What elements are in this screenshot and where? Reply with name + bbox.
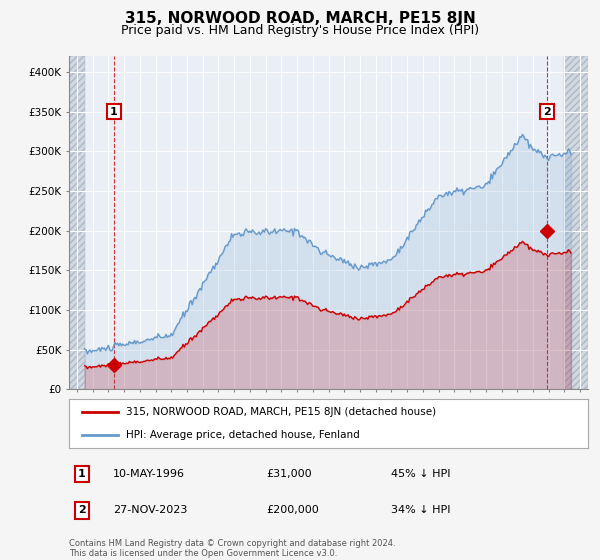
Text: 1: 1 [78, 469, 86, 479]
Text: 27-NOV-2023: 27-NOV-2023 [113, 506, 187, 515]
Bar [565, 56, 588, 389]
Text: 45% ↓ HPI: 45% ↓ HPI [391, 469, 450, 479]
Text: 315, NORWOOD ROAD, MARCH, PE15 8JN (detached house): 315, NORWOOD ROAD, MARCH, PE15 8JN (deta… [126, 407, 436, 417]
Text: 2: 2 [543, 106, 551, 116]
Text: 2: 2 [78, 506, 86, 515]
Text: 1: 1 [110, 106, 118, 116]
Text: Contains HM Land Registry data © Crown copyright and database right 2024.
This d: Contains HM Land Registry data © Crown c… [69, 539, 395, 558]
Text: £31,000: £31,000 [266, 469, 312, 479]
Text: Price paid vs. HM Land Registry's House Price Index (HPI): Price paid vs. HM Land Registry's House … [121, 24, 479, 36]
Bar [69, 56, 85, 389]
Text: 34% ↓ HPI: 34% ↓ HPI [391, 506, 450, 515]
Text: HPI: Average price, detached house, Fenland: HPI: Average price, detached house, Fenl… [126, 430, 360, 440]
Text: 315, NORWOOD ROAD, MARCH, PE15 8JN: 315, NORWOOD ROAD, MARCH, PE15 8JN [125, 11, 475, 26]
Text: 10-MAY-1996: 10-MAY-1996 [113, 469, 185, 479]
Text: £200,000: £200,000 [266, 506, 319, 515]
